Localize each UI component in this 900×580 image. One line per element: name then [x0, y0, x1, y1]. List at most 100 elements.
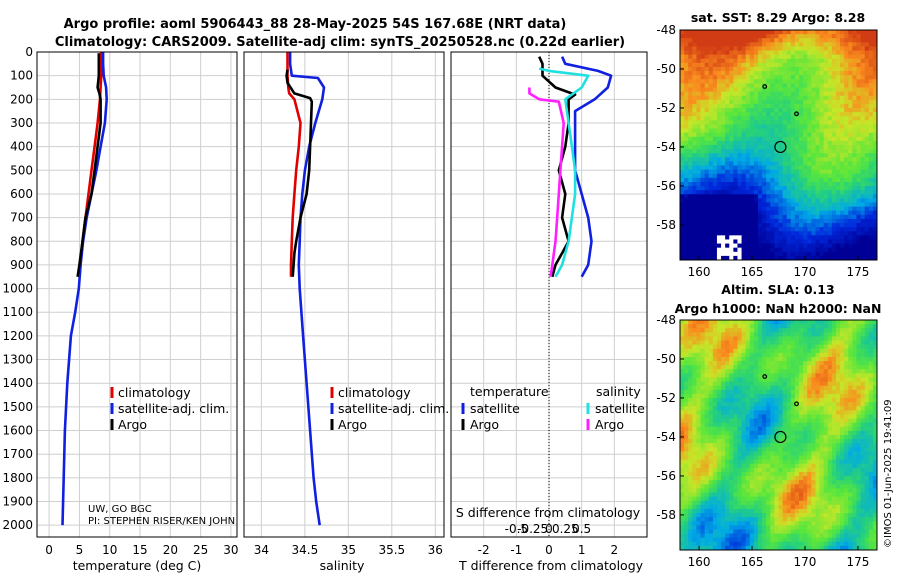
heatmap-cell — [831, 140, 837, 146]
heatmap-cell — [721, 484, 726, 489]
heatmap-cell — [864, 30, 870, 35]
heatmap-cell — [753, 58, 759, 64]
heatmap-cell — [782, 108, 788, 113]
heatmap-cell — [807, 120, 812, 126]
heatmap-cell — [753, 145, 759, 150]
heatmap-cell — [823, 488, 829, 494]
heatmap-cell — [696, 235, 702, 241]
heatmap-cell — [807, 108, 812, 113]
heatmap-cell — [712, 251, 718, 257]
heatmap-cell — [864, 385, 870, 391]
heatmap-cell — [733, 476, 739, 481]
heatmap-cell — [696, 393, 702, 399]
heatmap-cell — [864, 402, 870, 407]
heatmap-cell — [700, 348, 706, 354]
heatmap-cell — [831, 484, 837, 489]
heatmap-cell — [852, 389, 858, 395]
heatmap-cell — [807, 381, 812, 387]
heatmap-cell — [766, 214, 771, 220]
heatmap-cell — [684, 165, 689, 171]
heatmap-cell — [860, 451, 866, 457]
heatmap-cell — [729, 50, 734, 56]
heatmap-cell — [823, 361, 829, 366]
heatmap-cell — [827, 480, 833, 485]
heatmap-cell — [692, 320, 698, 325]
heatmap-cell — [721, 87, 726, 93]
heatmap-cell — [733, 385, 739, 391]
heatmap-cell — [708, 87, 714, 93]
heatmap-cell — [807, 348, 812, 354]
heatmap-cell — [737, 336, 743, 342]
heatmap-cell — [688, 348, 693, 354]
heatmap-cell — [831, 447, 837, 453]
heatmap-cell — [745, 235, 751, 241]
heatmap-cell — [782, 75, 788, 80]
heatmap-cell — [745, 471, 751, 477]
heatmap-cell — [782, 239, 788, 245]
heatmap-cell — [696, 418, 702, 424]
heatmap-cell — [864, 381, 870, 387]
heatmap-cell — [844, 471, 849, 477]
heatmap-cell — [790, 239, 796, 245]
heatmap-cell — [704, 157, 710, 163]
heatmap-cell — [700, 480, 706, 485]
heatmap-cell — [872, 140, 877, 146]
heatmap-cell — [811, 140, 817, 146]
y-tick-label: 200 — [10, 92, 33, 106]
heatmap-cell — [766, 198, 771, 204]
heatmap-cell — [872, 120, 877, 126]
heatmap-cell — [696, 50, 702, 56]
heatmap-cell — [827, 140, 833, 146]
heatmap-cell — [868, 58, 874, 64]
heatmap-cell — [872, 484, 877, 489]
heatmap-cell — [704, 136, 710, 142]
heatmap-cell — [786, 66, 792, 72]
heatmap-cell — [716, 38, 722, 43]
heatmap-cell — [831, 87, 837, 93]
heatmap-cell — [770, 202, 775, 208]
heatmap-cell — [725, 247, 730, 253]
heatmap-cell — [852, 393, 858, 399]
heatmap-cell — [815, 328, 821, 333]
heatmap-cell — [741, 451, 747, 457]
heatmap-cell — [712, 95, 718, 101]
heatmap-cell — [823, 153, 829, 158]
heatmap-cell — [684, 402, 689, 407]
heatmap-cell — [782, 336, 788, 342]
heatmap-cell — [725, 165, 730, 171]
heatmap-cell — [745, 145, 751, 150]
heatmap-cell — [725, 393, 730, 399]
heatmap-cell — [749, 398, 755, 403]
heatmap-cell — [819, 165, 825, 171]
heatmap-cell — [737, 324, 743, 329]
heatmap-cell — [716, 356, 722, 362]
heatmap-cell — [852, 202, 858, 208]
heatmap-cell — [680, 414, 685, 420]
heatmap-cell — [844, 344, 849, 350]
heatmap-cell — [840, 30, 845, 35]
heatmap-cell — [725, 435, 730, 440]
heatmap-cell — [848, 75, 853, 80]
heatmap-cell — [753, 173, 759, 179]
heatmap-cell — [733, 410, 739, 416]
heatmap-cell — [856, 235, 862, 241]
heatmap-cell — [848, 153, 853, 158]
heatmap-cell — [741, 186, 747, 191]
heatmap-cell — [799, 480, 804, 485]
heatmap-cell — [770, 348, 775, 354]
heatmap-cell — [848, 414, 853, 420]
heatmap-cell — [688, 484, 693, 489]
heatmap-cell — [823, 385, 829, 391]
heatmap-cell — [684, 239, 689, 245]
heatmap-cell — [835, 112, 841, 117]
heatmap-cell — [848, 112, 853, 117]
heatmap-cell — [770, 484, 775, 489]
heatmap-cell — [823, 443, 829, 448]
heatmap-cell — [712, 336, 718, 342]
heatmap-cell — [807, 488, 812, 494]
temperature-grid — [37, 51, 237, 537]
heatmap-cell — [757, 348, 763, 354]
heatmap-cell — [762, 128, 767, 134]
heatmap-cell — [688, 336, 693, 342]
heatmap-cell — [688, 34, 693, 39]
